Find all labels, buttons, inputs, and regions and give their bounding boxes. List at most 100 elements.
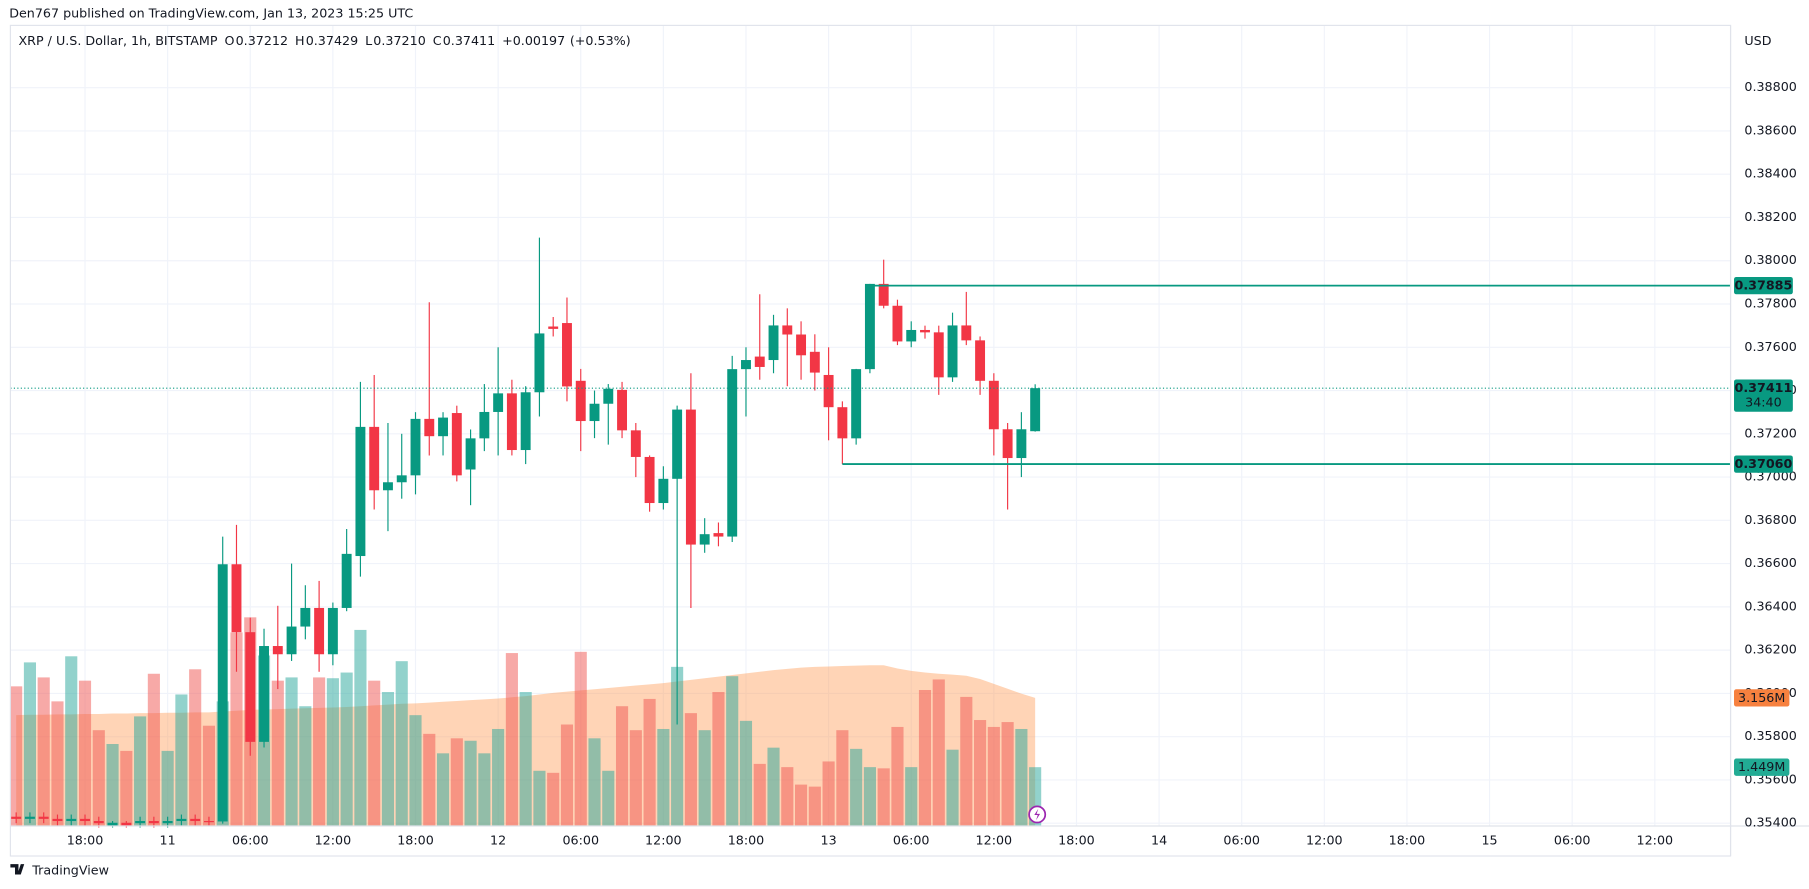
legend-key: H	[295, 33, 305, 48]
x-tick-label: 13	[821, 833, 837, 848]
candle-body	[851, 369, 862, 439]
candle-body	[520, 392, 531, 451]
published-note: Den767 published on TradingView.com, Jan…	[9, 5, 413, 20]
candle-body	[892, 305, 903, 342]
candle-body	[768, 325, 779, 361]
candle-body	[231, 564, 242, 633]
volume-bar	[781, 767, 794, 827]
candle-body	[383, 482, 393, 491]
y-tick-label: 0.36400	[1744, 598, 1796, 613]
candle-body	[699, 534, 710, 545]
volume-bar	[106, 743, 119, 827]
volume-bar	[120, 750, 133, 827]
volume-bar	[436, 753, 450, 827]
candle-body	[975, 340, 986, 381]
y-tick-label: 0.38800	[1744, 79, 1796, 94]
candle-body	[562, 323, 572, 387]
legend-key: L	[365, 33, 372, 48]
y-tick-label: 0.35800	[1744, 728, 1796, 743]
x-tick-label: 06:00	[1223, 833, 1260, 848]
candle-body	[162, 821, 173, 824]
x-tick-label: 06:00	[1554, 833, 1591, 848]
volume-bar	[808, 786, 821, 827]
volume-bar	[78, 680, 92, 827]
volume-bar	[65, 656, 78, 827]
candle-body	[617, 389, 628, 431]
candle-body	[396, 475, 407, 483]
candle-body	[837, 407, 848, 439]
candle-body	[286, 626, 297, 655]
candle-body	[11, 816, 22, 819]
symbol: XRP / U.S. Dollar, 1h, BITSTAMP	[18, 33, 217, 48]
volume-bar	[478, 753, 491, 827]
volume-bar	[795, 784, 808, 827]
candle-body	[66, 818, 77, 822]
candle-body	[424, 418, 435, 437]
countdown: 34:40	[1745, 395, 1782, 410]
x-tick-label: 18:00	[1058, 833, 1095, 848]
y-tick-label: 0.36200	[1744, 642, 1796, 657]
volume-bar	[395, 661, 408, 827]
volume-bar	[877, 768, 890, 827]
candle-body	[878, 283, 889, 306]
y-tick-label: 0.37800	[1744, 296, 1796, 311]
y-tick-label: 0.37600	[1744, 339, 1796, 354]
volume-bar	[574, 651, 587, 827]
volume-bar	[987, 726, 1000, 827]
volume-bar	[313, 677, 326, 827]
volume-bar	[354, 629, 367, 827]
volume-bar	[712, 692, 725, 827]
candle-body	[823, 374, 834, 408]
volume-bar	[946, 749, 959, 827]
legend-value: 0.37212	[236, 33, 288, 48]
level-label-box	[1734, 455, 1793, 473]
candle-body	[575, 380, 586, 422]
candle-body	[1016, 429, 1027, 459]
y-tick-label: 0.35400	[1744, 815, 1796, 830]
candle-body	[809, 351, 820, 373]
volume-label-box	[1734, 758, 1790, 776]
volume-bar	[381, 692, 395, 827]
y-tick-label: 0.38000	[1744, 252, 1796, 267]
brand: TradingView	[31, 863, 109, 878]
candle-body	[947, 325, 958, 378]
x-tick-label: 06:00	[562, 833, 599, 848]
candle-body	[754, 356, 765, 367]
candle-body	[93, 821, 104, 824]
change: +0.00197	[502, 33, 565, 48]
volume-bar	[905, 767, 918, 827]
event-icon[interactable]	[1028, 805, 1047, 824]
change-percent: (+0.53%)	[570, 33, 631, 48]
legend-value: 0.37411	[443, 33, 495, 48]
volume-bar	[340, 672, 353, 827]
x-tick-label: 15	[1481, 833, 1497, 848]
legend-value: 0.37429	[306, 33, 358, 48]
volume-bar	[505, 653, 518, 827]
candle-body	[630, 430, 641, 457]
x-tick-label: 18:00	[1389, 833, 1426, 848]
volume-bar	[918, 690, 932, 827]
candle-body	[713, 533, 724, 537]
candle-body	[672, 409, 683, 479]
x-tick-label: 06:00	[232, 833, 269, 848]
volume-bar	[684, 713, 697, 827]
candle-layer	[11, 237, 1041, 828]
level-label: 0.37885	[1735, 278, 1793, 293]
candle-body	[548, 326, 559, 329]
volume-bar	[560, 724, 574, 827]
last-price-label: 0.37411	[1735, 380, 1793, 395]
volume-bar	[753, 763, 766, 827]
legend-key: O	[224, 33, 234, 48]
volume-layer	[10, 617, 1042, 827]
x-tick-label: 18:00	[728, 833, 765, 848]
y-tick-label: 0.38200	[1744, 209, 1796, 224]
volume-bar	[629, 730, 642, 827]
volume-bar	[492, 728, 505, 827]
candle-body	[658, 478, 669, 504]
volume-bar	[271, 680, 284, 827]
volume-bar	[643, 698, 656, 827]
x-tick-label: 12:00	[1306, 833, 1343, 848]
candle-body	[644, 456, 655, 504]
y-tick-label: 0.38400	[1744, 166, 1796, 181]
candle-body	[245, 632, 256, 742]
